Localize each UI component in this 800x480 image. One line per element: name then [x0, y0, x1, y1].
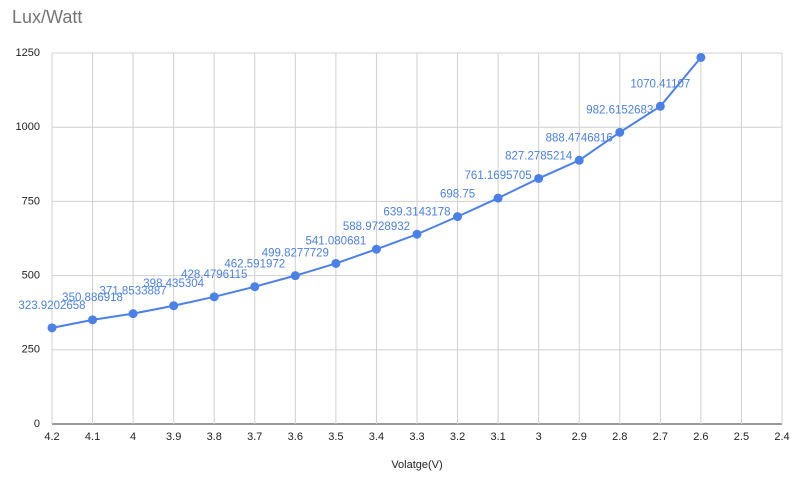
- y-tick-label: 1000: [16, 121, 40, 133]
- y-tick-label: 750: [22, 195, 40, 207]
- point: [534, 173, 544, 183]
- point: [331, 258, 341, 268]
- point: [615, 127, 625, 137]
- point: [696, 52, 706, 62]
- point: [371, 244, 381, 254]
- point: [453, 212, 463, 222]
- y-tick-label: 1250: [16, 47, 40, 59]
- x-axis-label: Volatge(V): [391, 459, 442, 471]
- data-label: 428.4796115: [181, 269, 247, 281]
- x-tick-label: 3.4: [369, 431, 384, 443]
- data-label: 398.435304: [143, 278, 204, 290]
- x-tick-label: 2.7: [653, 431, 668, 443]
- point: [493, 193, 503, 203]
- x-tick-label: 3.3: [409, 431, 424, 443]
- x-tick-label: 2.8: [612, 431, 627, 443]
- point: [128, 309, 138, 319]
- y-tick-label: 0: [34, 418, 40, 430]
- x-tick-label: 2.5: [734, 431, 749, 443]
- x-tick-label: 4: [130, 431, 136, 443]
- point: [412, 229, 422, 239]
- point: [250, 282, 260, 292]
- data-label: 639.3143178: [383, 206, 450, 218]
- y-tick-label: 500: [22, 270, 40, 282]
- x-tick-label: 4.1: [85, 431, 100, 443]
- data-label: 761.1695705: [465, 170, 532, 182]
- point: [169, 301, 179, 311]
- x-tick-label: 3.7: [247, 431, 262, 443]
- x-tick-label: 4.2: [44, 431, 59, 443]
- data-label: 350.886918: [62, 292, 123, 304]
- x-tick-label: 3.2: [450, 431, 465, 443]
- point: [47, 323, 57, 333]
- x-tick-label: 2.6: [693, 431, 708, 443]
- x-tick-label: 3.1: [490, 431, 505, 443]
- x-tick-label: 3.8: [207, 431, 222, 443]
- point: [655, 101, 665, 111]
- x-tick-label: 3.9: [166, 431, 181, 443]
- data-label: 499.8277729: [262, 248, 329, 260]
- data-label: 541.080681: [306, 235, 367, 247]
- x-tick-label: 2.9: [572, 431, 587, 443]
- data-label: 982.6152683: [586, 104, 653, 116]
- x-tick-label: 2.4: [774, 431, 789, 443]
- point: [290, 271, 300, 281]
- point: [209, 292, 219, 302]
- point: [88, 315, 98, 325]
- data-label: 462.591972: [224, 259, 285, 271]
- x-tick-label: 3.5: [328, 431, 343, 443]
- x-tick-label: 3: [536, 431, 542, 443]
- y-tick-label: 250: [22, 344, 40, 356]
- data-label: 323.9202658: [18, 300, 85, 312]
- data-label: 371.8533887: [100, 286, 167, 298]
- data-label: 698.75: [440, 189, 475, 201]
- data-label: 888.4746816: [546, 132, 613, 144]
- data-label: 1070.41107: [630, 78, 690, 90]
- data-label: 827.2785214: [505, 150, 573, 162]
- point: [574, 155, 584, 165]
- chart-title: Lux/Watt: [12, 7, 82, 27]
- x-tick-label: 3.6: [288, 431, 303, 443]
- data-label: 588.9728932: [343, 221, 410, 233]
